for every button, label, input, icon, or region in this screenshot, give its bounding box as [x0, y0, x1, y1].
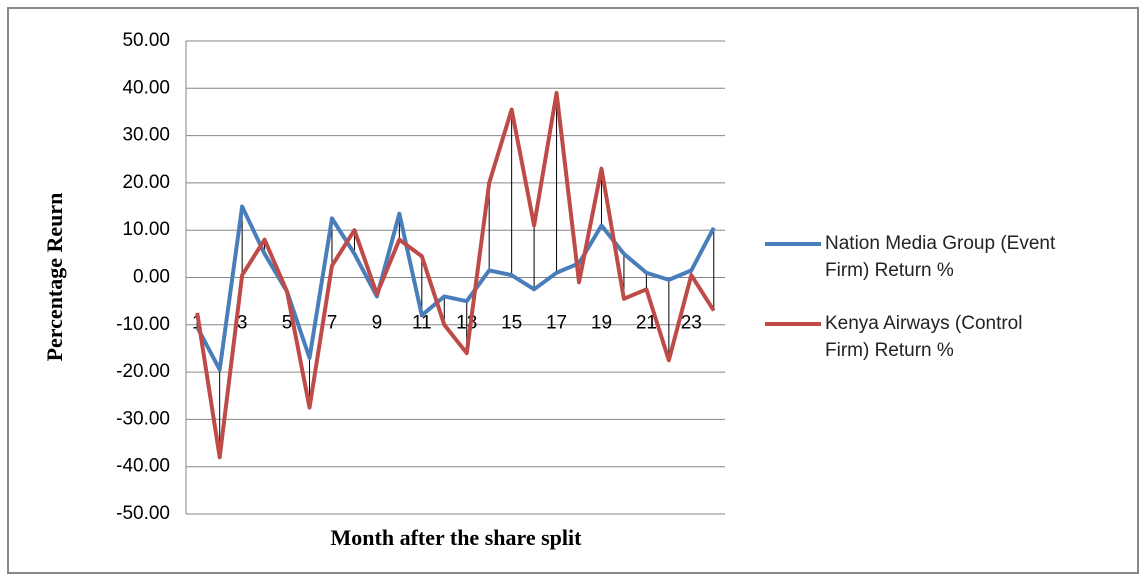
- y-tick-label: 10.00: [122, 219, 170, 240]
- y-tick-label: -50.00: [116, 503, 170, 524]
- series-line: [195, 204, 716, 372]
- y-tick-label: -20.00: [116, 361, 170, 382]
- x-axis-label: Month after the share split: [331, 525, 583, 550]
- x-tick-label: 15: [501, 313, 522, 334]
- x-tick-label: 11: [412, 313, 432, 334]
- legend-label: Kenya Airways (Control Firm) Return %: [825, 313, 1023, 361]
- x-tick-label: 3: [237, 313, 248, 334]
- legend: Nation Media Group (Event Firm) Return %…: [765, 230, 1065, 390]
- y-axis-label: Percentage Reurn: [42, 193, 67, 362]
- x-tick-label: 19: [591, 313, 612, 334]
- x-tick-label: 7: [327, 313, 338, 334]
- x-tick-label: 9: [372, 313, 383, 334]
- x-tick-label: 23: [681, 313, 702, 334]
- legend-item: Nation Media Group (Event Firm) Return %: [765, 230, 1065, 284]
- legend-swatch: [765, 242, 821, 246]
- y-tick-label: -40.00: [116, 456, 170, 477]
- y-tick-label: -30.00: [116, 408, 170, 429]
- y-tick-label: 0.00: [133, 267, 170, 288]
- y-tick-label: 30.00: [122, 125, 170, 146]
- x-tick-label: 17: [546, 313, 567, 334]
- x-tick-label: 5: [282, 313, 293, 334]
- y-tick-label: 50.00: [122, 30, 170, 51]
- x-tick-label: 21: [636, 313, 657, 334]
- frame: [7, 7, 1139, 574]
- y-tick-label: -10.00: [116, 314, 170, 335]
- series-line: [195, 91, 716, 460]
- legend-swatch: [765, 322, 821, 326]
- y-tick-label: 20.00: [122, 172, 170, 193]
- legend-label: Nation Media Group (Event Firm) Return %: [825, 233, 1056, 281]
- legend-item: Kenya Airways (Control Firm) Return %: [765, 310, 1065, 364]
- y-tick-label: 40.00: [122, 77, 170, 98]
